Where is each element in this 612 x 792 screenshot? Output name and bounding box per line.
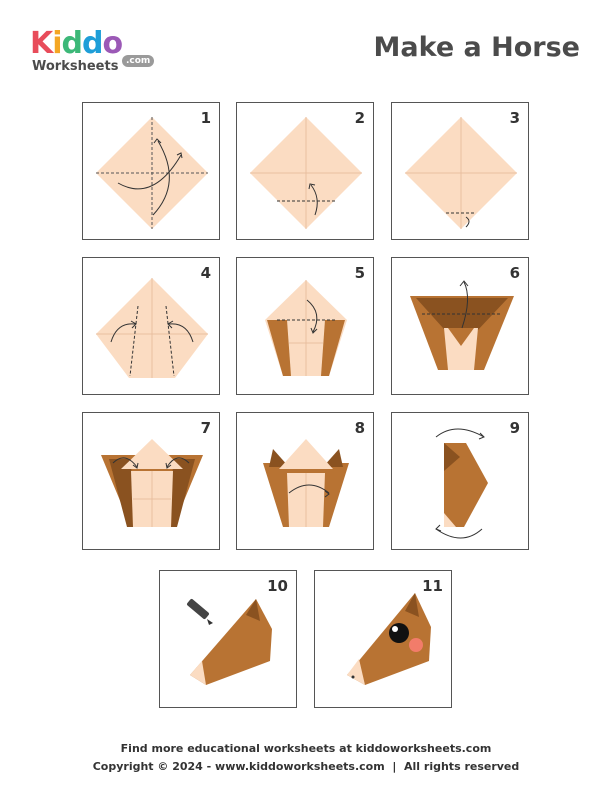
step-3-illustration	[405, 117, 517, 229]
step-number: 6	[509, 264, 520, 282]
footer-line-1: Find more educational worksheets at kidd…	[120, 742, 492, 755]
step-number: 11	[422, 577, 443, 595]
step-number: 8	[354, 419, 365, 437]
step-number: 10	[267, 577, 288, 595]
step-9-illustration	[435, 428, 488, 539]
pencil-icon	[187, 599, 213, 625]
logo-letter: K	[30, 26, 53, 61]
step-5-illustration	[265, 280, 347, 376]
logo-wordmark: Kiddo	[30, 26, 124, 61]
step-panel-3: 3	[391, 102, 529, 240]
logo-dotcom-badge: .com	[122, 55, 155, 67]
step-panel-10: 10	[159, 570, 297, 708]
step-panel-1: 1	[82, 102, 220, 240]
step-11-illustration	[347, 593, 431, 685]
step-number: 3	[509, 109, 520, 127]
step-6-illustration	[410, 280, 514, 370]
step-4-illustration	[96, 278, 208, 378]
step-panel-9: 9	[391, 412, 529, 550]
step-10-illustration	[187, 599, 272, 685]
page-title: Make a Horse	[373, 32, 581, 63]
logo-letter: d	[82, 26, 104, 61]
logo-letter: i	[52, 26, 62, 61]
footer-line-2: Copyright © 2024 - www.kiddoworksheets.c…	[92, 760, 520, 773]
logo-letter: o	[102, 26, 124, 61]
step-panel-5: 5	[236, 257, 374, 395]
step-number: 7	[200, 419, 211, 437]
kiddo-logo: Kiddo Worksheets .com	[30, 28, 160, 78]
step-1-illustration	[96, 117, 208, 229]
step-panel-6: 6	[391, 257, 529, 395]
step-panel-8: 8	[236, 412, 374, 550]
step-number: 2	[354, 109, 365, 127]
step-7-illustration	[101, 439, 203, 527]
step-number: 9	[509, 419, 520, 437]
step-number: 1	[200, 109, 211, 127]
step-panel-7: 7	[82, 412, 220, 550]
step-panel-2: 2	[236, 102, 374, 240]
logo-subtitle: Worksheets	[32, 59, 119, 74]
step-number: 5	[354, 264, 365, 282]
logo-letter: d	[61, 26, 84, 61]
step-8-illustration	[263, 439, 349, 527]
step-number: 4	[200, 264, 211, 282]
step-panel-4: 4	[82, 257, 220, 395]
step-2-illustration	[250, 117, 362, 229]
step-panel-11: 11	[314, 570, 452, 708]
